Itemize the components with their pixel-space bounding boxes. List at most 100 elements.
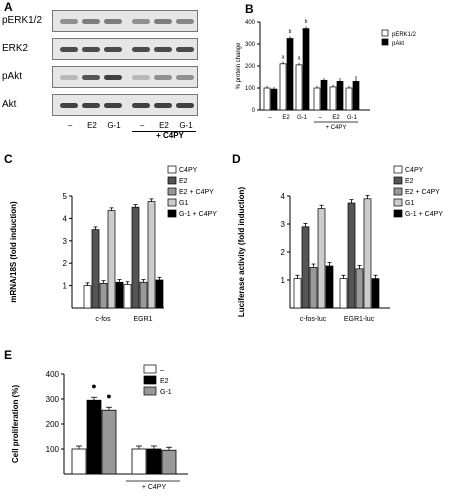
legend-label: E2 [405,178,414,185]
y-axis-label: Luciferase activity (fold induction) [237,187,246,318]
legend-swatch [167,176,177,185]
blot-band [60,103,78,108]
legend-label: pAkt [392,41,404,47]
blot-strip [52,66,198,88]
panel-letter-a: A [4,0,13,14]
legend-label: E2 [179,178,188,185]
blot-band [82,47,100,52]
y-tick-label: 2 [63,259,68,268]
legend-label: – [160,367,164,374]
bar [146,448,162,475]
bar [371,278,380,309]
blot-band [82,103,100,108]
y-axis-label: % protein change [236,42,242,89]
blot-band [104,75,122,80]
x-tick-label: c-fos-luc [300,316,327,323]
panel-letter-c: C [4,152,13,166]
blot-band [60,19,78,24]
bar [279,63,287,111]
y-tick-label: 5 [63,192,68,201]
panel-letter-e: E [4,348,13,362]
legend-label: C4PY [179,167,198,174]
y-tick-label: 4 [281,192,286,201]
legend-swatch [393,198,403,207]
y-tick-label: 300 [46,395,60,404]
legend-swatch [167,209,177,218]
bar [71,448,87,475]
legend-swatch [167,187,177,196]
blot-row-label: Akt [2,99,17,110]
blot-row-label: pAkt [2,71,23,82]
legend-swatch [381,29,389,37]
bar [86,399,102,475]
blot-strip [52,94,198,116]
blot-band [176,103,194,108]
x-tick-label: EGR1-luc [344,316,375,323]
legend-label: G-1 + C4PY [179,211,217,218]
bar [293,278,302,309]
blot-band [132,47,150,52]
blot-lane-label: – [139,121,145,130]
bar [101,409,117,475]
bar [107,210,116,309]
bar [286,38,294,111]
blot-lane-label: – [67,121,73,130]
y-tick-label: 100 [46,445,60,454]
legend-label: G-1 [160,389,172,396]
blot-group-line [132,131,196,132]
x-tick-label: G-1 [347,115,358,121]
y-tick-label: 100 [245,86,256,92]
blot-strip [52,38,198,60]
chart-d: 1 2 3 4 Luciferase activity (fold induction)… [237,165,443,323]
x-tick-label: EGR1 [133,316,152,323]
bar [139,281,148,309]
bar [339,278,348,309]
legend-swatch [143,386,157,396]
bar [355,268,364,309]
significance-marker: ● [91,381,96,391]
y-tick-label: 200 [245,64,256,70]
x-tick-label: – [318,115,322,121]
legend-label: G1 [179,200,188,207]
blot-band [154,75,172,80]
chart-e: 100 200 300 400 Cell proliferation (%) ● ● + C4… [11,364,188,491]
x-tick-label: – [268,115,272,121]
blot-band [154,47,172,52]
legend-swatch [143,375,157,385]
significance-marker: ● [106,391,111,401]
legend-label: pERK1/2 [392,32,417,38]
bar [363,198,372,309]
bar [345,87,353,111]
bar [83,285,92,309]
blot-lane-label: G-1 [179,121,193,130]
blot-band [104,103,122,108]
y-tick-label: 1 [281,276,286,285]
y-tick-label: 400 [46,370,60,379]
blot-band [60,47,78,52]
significance-marker: a [298,55,301,61]
panel-letter-d: D [232,152,241,166]
bar [317,208,326,309]
bar [329,86,337,111]
blot-lane-label: E2 [87,121,97,130]
y-tick-label: 1 [63,282,68,291]
blot-band [60,75,78,80]
y-tick-label: 200 [46,420,60,429]
significance-marker: b [289,29,292,35]
significance-marker: a [282,54,285,60]
bar [302,28,310,111]
bar [313,87,321,111]
legend-swatch [393,176,403,185]
blot-row-label: ERK2 [2,43,29,54]
blot-band [176,47,194,52]
blot-band [154,19,172,24]
legend-label: G-1 + C4PY [405,211,443,218]
y-tick-label: 3 [63,237,68,246]
y-tick-label: 400 [245,20,256,26]
bar [270,88,278,111]
y-axis-label: mRNA/18S (fold induction) [9,201,18,303]
blot-band [132,75,150,80]
blot-band [82,19,100,24]
chart-b: 0 100 200 300 400 % protein change – E2 G-1 – E2 G-… [236,19,417,131]
bar [295,64,303,111]
